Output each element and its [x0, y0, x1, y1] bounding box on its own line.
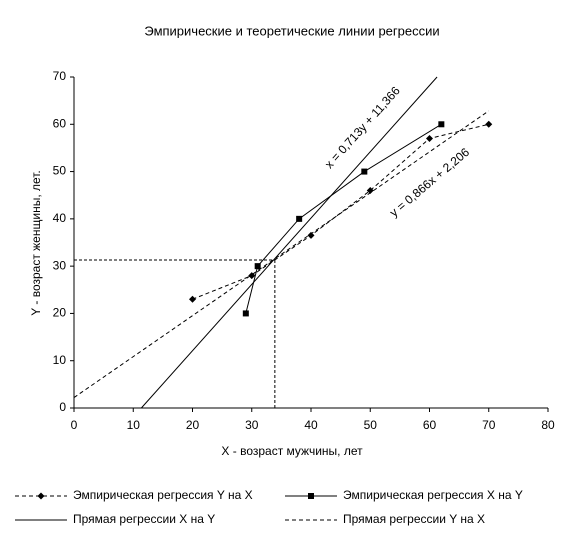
annotation: y = 0,866x + 2,206 — [387, 145, 472, 220]
legend-label: Эмпирическая регрессия X на Y — [343, 488, 523, 502]
marker — [307, 231, 315, 239]
chart-title: Эмпирические и теоретические линии регре… — [144, 23, 439, 38]
series-line — [73, 110, 490, 398]
y-tick-label: 20 — [53, 306, 67, 320]
series-line — [140, 76, 438, 409]
y-tick-label: 70 — [53, 69, 67, 83]
x-tick-label: 50 — [364, 418, 378, 432]
x-tick-label: 0 — [71, 418, 78, 432]
y-tick-label: 40 — [53, 211, 67, 225]
x-tick-label: 10 — [127, 418, 141, 432]
marker — [438, 121, 445, 128]
marker — [361, 168, 368, 175]
y-tick-label: 60 — [53, 116, 67, 130]
legend-label: Прямая регрессии Y на X — [343, 512, 485, 526]
y-tick-label: 10 — [53, 353, 67, 367]
marker — [296, 215, 303, 222]
legend-label: Прямая регрессии X на Y — [73, 512, 215, 526]
y-axis-label: Y - возраст женщины, лет. — [29, 170, 43, 316]
legend-label: Эмпирическая регрессия Y на X — [73, 488, 253, 502]
annotation: x = 0,713y + 11,366 — [322, 83, 403, 171]
y-tick-label: 50 — [53, 164, 67, 178]
marker — [485, 120, 493, 128]
marker — [366, 186, 374, 194]
marker — [254, 263, 261, 270]
marker — [426, 134, 433, 142]
marker — [37, 492, 45, 500]
marker — [308, 493, 314, 499]
marker — [189, 295, 196, 303]
x-tick-label: 20 — [186, 418, 200, 432]
x-tick-label: 40 — [304, 418, 318, 432]
x-tick-label: 30 — [245, 418, 259, 432]
y-tick-label: 30 — [53, 258, 67, 272]
x-tick-label: 70 — [482, 418, 496, 432]
x-axis-label: X - возраст мужчины, лет — [221, 444, 363, 458]
marker — [242, 310, 249, 317]
y-tick-label: 0 — [59, 400, 66, 414]
x-tick-label: 80 — [541, 418, 555, 432]
x-tick-label: 60 — [423, 418, 437, 432]
